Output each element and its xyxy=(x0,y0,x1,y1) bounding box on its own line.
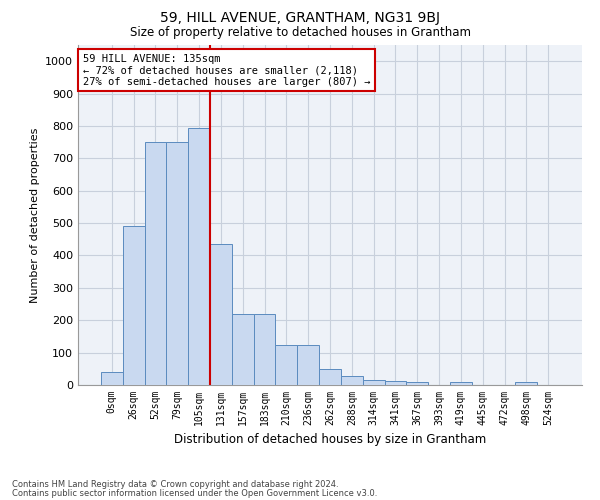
Bar xyxy=(406,382,428,385)
Bar xyxy=(210,244,232,385)
Bar xyxy=(275,344,297,385)
Bar xyxy=(297,344,319,385)
Bar xyxy=(232,314,254,385)
Bar xyxy=(341,376,363,385)
Bar xyxy=(363,380,385,385)
Text: Contains HM Land Registry data © Crown copyright and database right 2024.: Contains HM Land Registry data © Crown c… xyxy=(12,480,338,489)
Bar xyxy=(450,382,472,385)
Bar xyxy=(123,226,145,385)
Bar xyxy=(101,372,123,385)
Bar xyxy=(385,381,406,385)
Bar xyxy=(515,382,537,385)
Bar xyxy=(319,370,341,385)
Bar xyxy=(188,128,210,385)
Bar xyxy=(166,142,188,385)
Y-axis label: Number of detached properties: Number of detached properties xyxy=(29,128,40,302)
Text: Size of property relative to detached houses in Grantham: Size of property relative to detached ho… xyxy=(130,26,470,39)
Bar xyxy=(145,142,166,385)
Bar xyxy=(254,314,275,385)
Text: 59 HILL AVENUE: 135sqm
← 72% of detached houses are smaller (2,118)
27% of semi-: 59 HILL AVENUE: 135sqm ← 72% of detached… xyxy=(83,54,371,86)
Text: 59, HILL AVENUE, GRANTHAM, NG31 9BJ: 59, HILL AVENUE, GRANTHAM, NG31 9BJ xyxy=(160,11,440,25)
X-axis label: Distribution of detached houses by size in Grantham: Distribution of detached houses by size … xyxy=(174,434,486,446)
Text: Contains public sector information licensed under the Open Government Licence v3: Contains public sector information licen… xyxy=(12,489,377,498)
